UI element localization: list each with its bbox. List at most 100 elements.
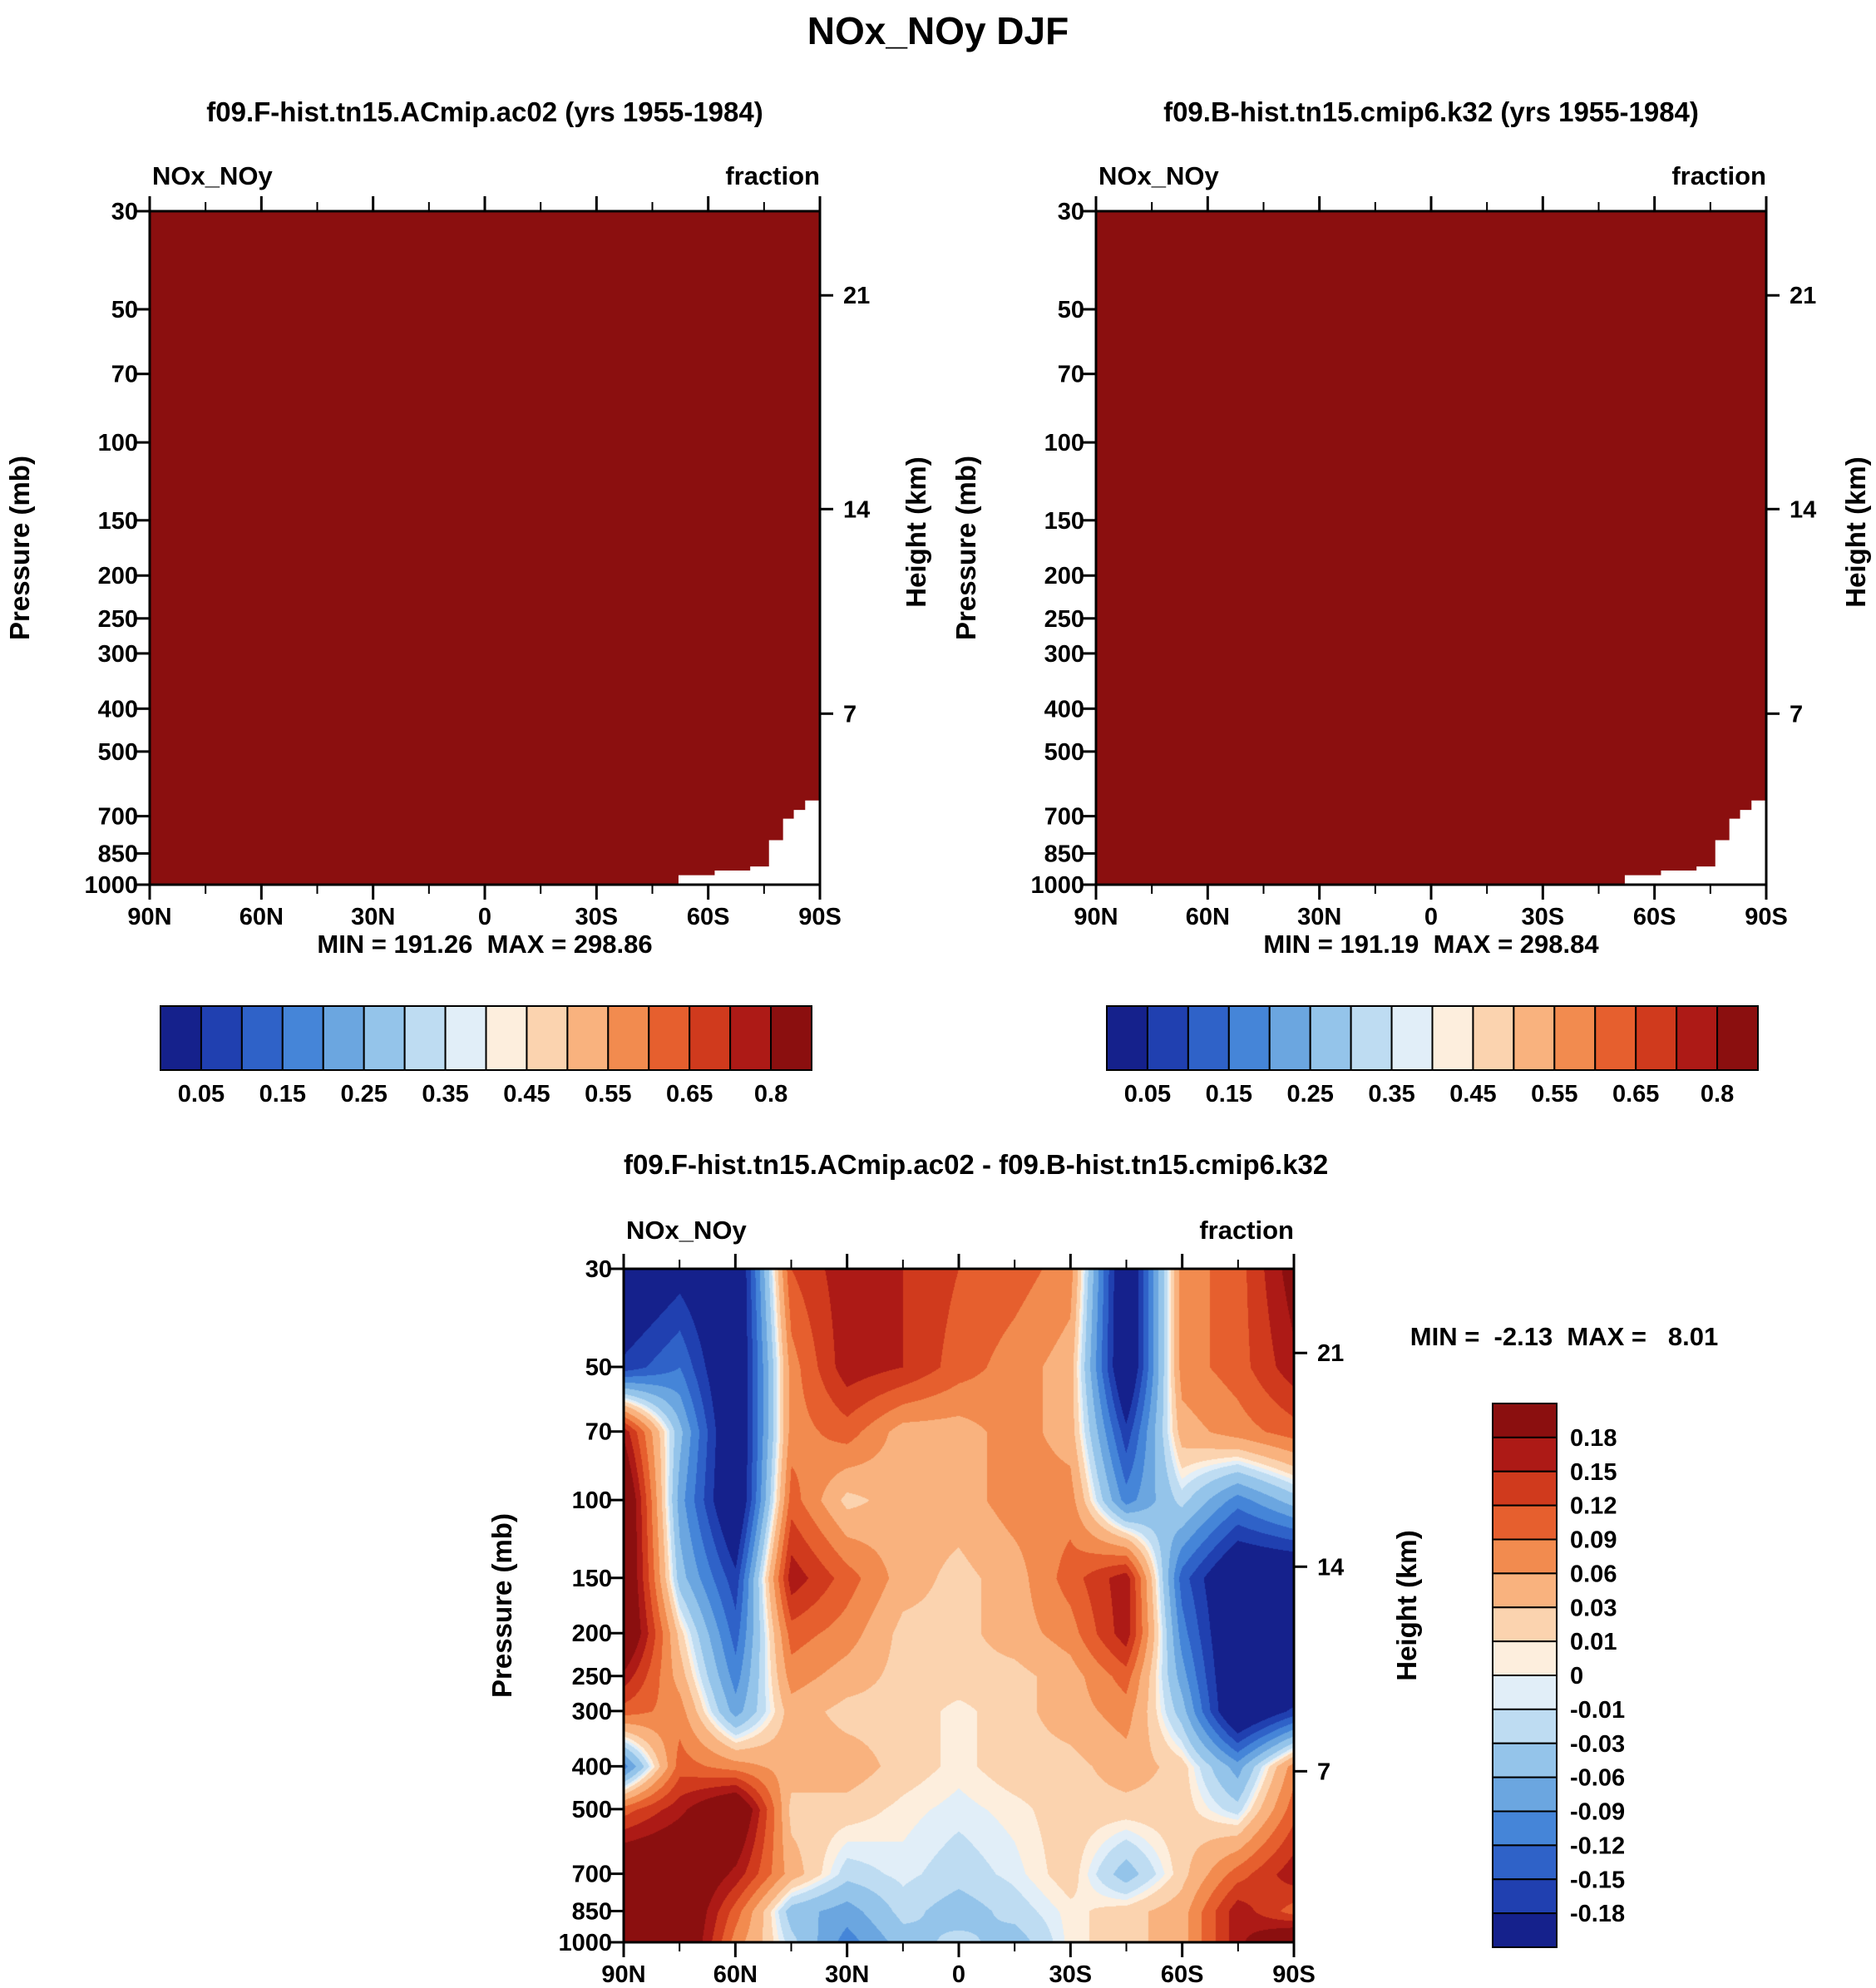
height-axis-label: Height (km) (901, 456, 931, 608)
colorbar-cell (729, 1005, 773, 1071)
pressure-axis-label: Pressure (mb) (4, 456, 35, 640)
lat-tick-label: 30N (825, 1961, 869, 1988)
pressure-tick-label: 150 (98, 508, 138, 535)
colorbar-label: -0.06 (1570, 1765, 1625, 1792)
colorbar-cell (1492, 1708, 1558, 1744)
height-tick-label: 7 (1317, 1759, 1330, 1785)
colorbar-cell (322, 1005, 365, 1071)
colorbar-label: 0.15 (1206, 1081, 1252, 1107)
pressure-tick-label: 250 (1044, 606, 1084, 633)
pressure-tick-label: 250 (572, 1664, 612, 1690)
colorbar-label: 0.18 (1570, 1425, 1617, 1452)
height-tick-label: 7 (843, 701, 857, 728)
colorbar-cell (1492, 1878, 1558, 1915)
colorbar-cell (566, 1005, 610, 1071)
height-tick-label: 21 (1790, 283, 1816, 309)
colorbar-cell (1472, 1005, 1515, 1071)
colorbar-label: -0.01 (1570, 1697, 1625, 1724)
variable-label: NOx_NOy (152, 161, 273, 190)
colorbar-label: 0.8 (1701, 1081, 1734, 1107)
variable-label: NOx_NOy (626, 1216, 747, 1245)
pressure-tick-label: 1000 (558, 1930, 612, 1956)
height-tick-label: 7 (1790, 701, 1803, 728)
colorbar-cell (281, 1005, 324, 1071)
pressure-axis-label: Pressure (mb) (486, 1513, 517, 1698)
diff-field-canvas (624, 1269, 1294, 1942)
colorbar-label: 0.65 (666, 1081, 713, 1107)
colorbar-cell (240, 1005, 284, 1071)
pressure-tick-label: 700 (572, 1862, 612, 1888)
colorbar-label: 0.45 (1449, 1081, 1496, 1107)
colorbar-cell (1492, 1436, 1558, 1473)
pressure-tick-label: 70 (585, 1419, 612, 1446)
main-title: NOx_NOy DJF (807, 9, 1069, 52)
pressure-tick-label: 700 (98, 804, 138, 831)
pressure-tick-label: 500 (1044, 739, 1084, 766)
colorbar-label: 0.45 (503, 1081, 550, 1107)
pressure-tick-label: 700 (1044, 804, 1084, 831)
colorbar-cell (607, 1005, 650, 1071)
height-tick-label: 21 (1317, 1340, 1344, 1367)
colorbar-label: 0.55 (585, 1081, 631, 1107)
colorbar-label: 0.01 (1570, 1629, 1617, 1655)
colorbar-label: 0.8 (754, 1081, 787, 1107)
colorbar-cell (1553, 1005, 1597, 1071)
pressure-tick-label: 500 (98, 739, 138, 766)
colorbar-cell (1492, 1504, 1558, 1541)
lat-tick-label: 60S (1161, 1961, 1204, 1988)
pressure-tick-label: 200 (572, 1620, 612, 1647)
height-tick-label: 14 (843, 496, 870, 523)
colorbar-cell (1492, 1403, 1558, 1438)
colorbar-cell (1350, 1005, 1393, 1071)
pressure-tick-label: 100 (572, 1487, 612, 1514)
height-axis-label: Height (km) (1391, 1530, 1422, 1681)
pressure-tick-label: 150 (572, 1566, 612, 1592)
colorbar-label: 0.12 (1570, 1493, 1617, 1520)
lat-tick-label: 60S (1633, 904, 1676, 930)
pressure-tick-label: 400 (572, 1754, 612, 1780)
colorbar-cell (1227, 1005, 1271, 1071)
lat-tick-label: 0 (1424, 904, 1438, 930)
lat-tick-label: 90N (1074, 904, 1118, 930)
pressure-tick-label: 400 (1044, 696, 1084, 723)
colorbar-cell (1390, 1005, 1434, 1071)
lat-tick-label: 30S (1049, 1961, 1093, 1988)
pressure-tick-label: 50 (1058, 297, 1084, 323)
lat-tick-label: 0 (478, 904, 491, 930)
colorbar-label: -0.15 (1570, 1867, 1625, 1893)
pressure-tick-label: 30 (1058, 199, 1084, 225)
pressure-tick-label: 1000 (1030, 872, 1084, 899)
pressure-tick-label: 400 (98, 696, 138, 723)
pressure-tick-label: 850 (1044, 841, 1084, 867)
stats-label: MIN = -2.13 MAX = 8.01 (1409, 1322, 1719, 1351)
colorbar-cell (444, 1005, 487, 1071)
colorbar-cell (1492, 1810, 1558, 1847)
colorbar-cell (1309, 1005, 1352, 1071)
colorbar-cell (485, 1005, 528, 1071)
colorbar-cell (1187, 1005, 1230, 1071)
colorbar-cell (1106, 1005, 1148, 1071)
pressure-tick-label: 50 (111, 297, 138, 323)
units-label: fraction (1199, 1216, 1294, 1245)
colorbar-label: -0.12 (1570, 1833, 1625, 1859)
pressure-tick-label: 500 (572, 1797, 612, 1823)
colorbar-label: 0.05 (1124, 1081, 1171, 1107)
stats-label: MIN = 191.26 MAX = 298.86 (317, 930, 653, 959)
colorbar-label: 0.35 (1368, 1081, 1414, 1107)
lat-tick-label: 60S (687, 904, 730, 930)
units-label: fraction (725, 161, 820, 190)
colorbar-label: -0.09 (1570, 1799, 1625, 1826)
lat-tick-label: 60N (239, 904, 284, 930)
lat-tick-label: 30N (351, 904, 395, 930)
colorbar-cell (689, 1005, 732, 1071)
pressure-tick-label: 70 (111, 362, 138, 388)
stats-label: MIN = 191.19 MAX = 298.84 (1263, 930, 1599, 959)
colorbar-label: 0.06 (1570, 1561, 1617, 1587)
colorbar-cell (1492, 1912, 1558, 1948)
colorbar-cell (1268, 1005, 1311, 1071)
pressure-tick-label: 250 (98, 606, 138, 633)
pressure-tick-label: 150 (1044, 508, 1084, 535)
pressure-axis-label: Pressure (mb) (950, 456, 981, 640)
lat-tick-label: 90S (1272, 1961, 1316, 1988)
